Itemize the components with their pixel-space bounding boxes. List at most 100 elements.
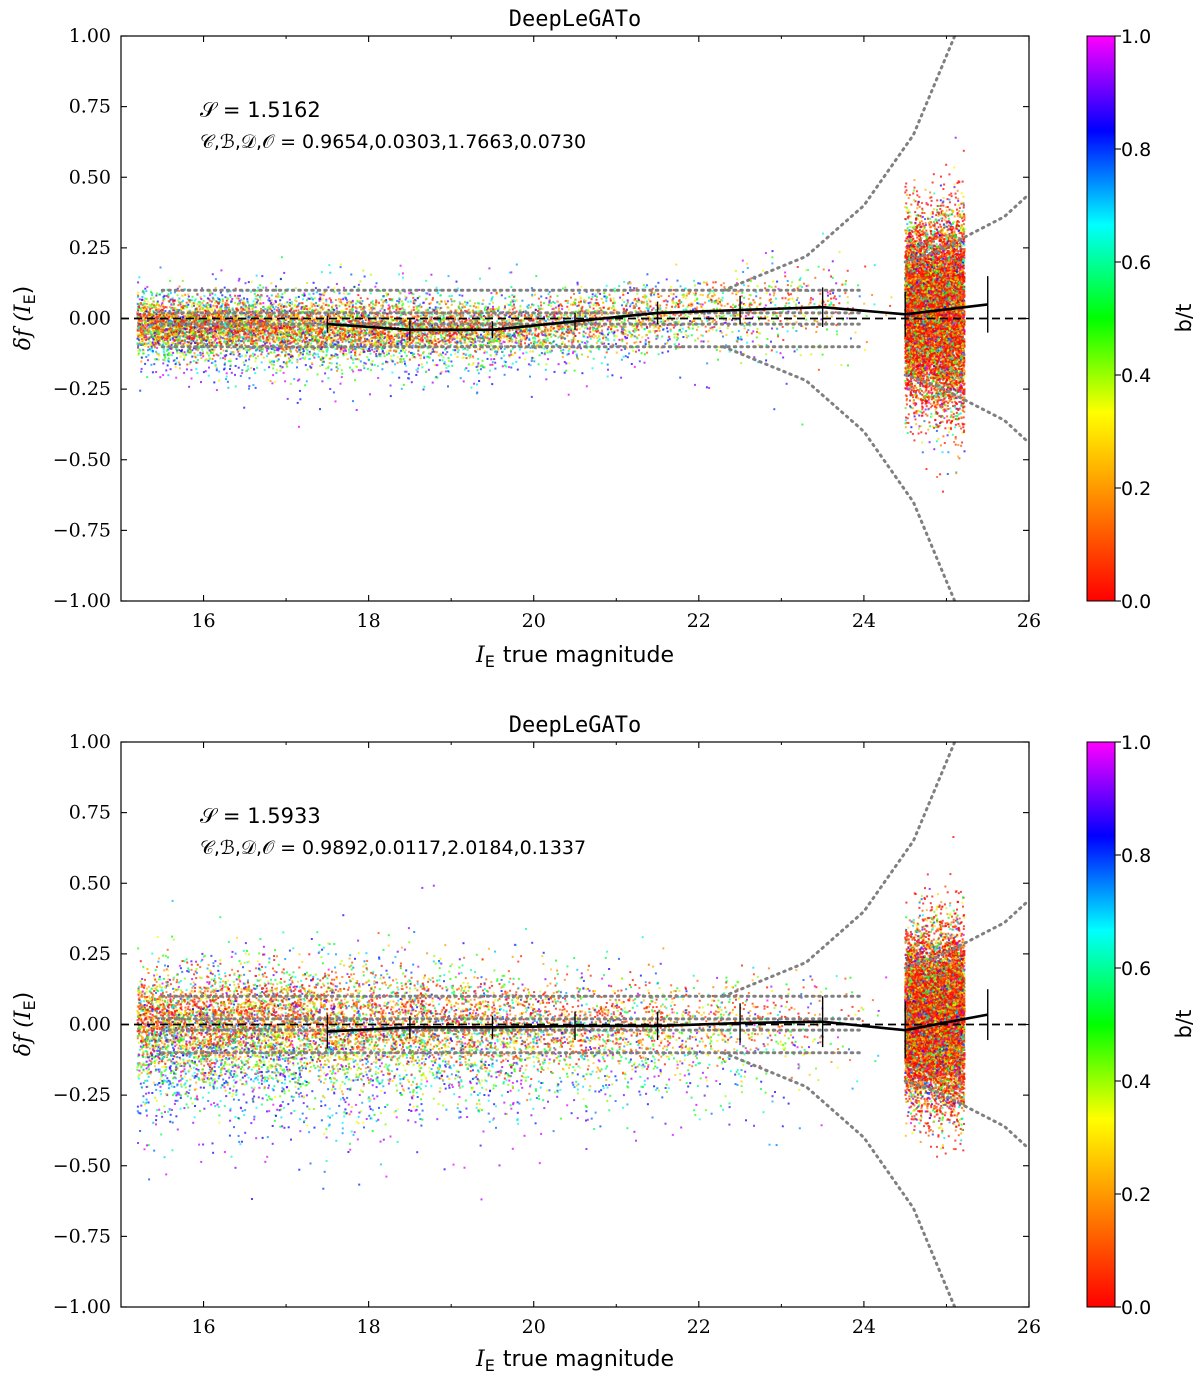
scatter-point — [646, 273, 649, 276]
scatter-point — [665, 306, 668, 309]
scatter-point — [319, 330, 322, 333]
scatter-point — [313, 348, 316, 351]
scatter-point — [396, 300, 399, 302]
scatter-point — [195, 361, 198, 364]
scatter-point — [646, 284, 648, 287]
scatter-point — [463, 323, 466, 326]
scatter-point — [373, 329, 376, 332]
scatter-point — [156, 300, 159, 303]
scatter-point — [305, 347, 308, 350]
scatter-point — [146, 376, 149, 379]
scatter-point — [696, 328, 698, 331]
scatter-point — [452, 349, 455, 351]
scatter-point — [532, 337, 534, 340]
scatter-point — [737, 330, 740, 333]
scatter-point — [176, 287, 179, 290]
scatter-point — [215, 389, 218, 392]
scatter-point — [358, 300, 361, 302]
scatter-point — [566, 316, 569, 318]
scatter-point — [387, 344, 390, 347]
scatter-point — [336, 344, 339, 347]
scatter-point — [206, 315, 209, 318]
scatter-point — [528, 339, 531, 341]
scatter-point — [772, 294, 775, 297]
scatter-point — [399, 311, 402, 314]
scatter-point — [137, 353, 140, 356]
scatter-point — [385, 362, 388, 364]
scatter-point — [214, 329, 217, 332]
scatter-point — [408, 327, 411, 329]
scatter-point — [355, 365, 358, 368]
scatter-point — [471, 337, 473, 339]
scatter-point — [256, 327, 259, 330]
scatter-point — [290, 301, 293, 304]
scatter-point — [608, 293, 611, 296]
scatter-point — [606, 363, 609, 366]
scatter-point — [445, 347, 448, 350]
scatter-point — [285, 341, 288, 344]
scatter-point — [311, 315, 313, 317]
scatter-point — [846, 317, 849, 320]
scatter-point — [725, 344, 727, 347]
scatter-point — [305, 305, 308, 308]
scatter-point — [666, 314, 669, 317]
scatter-point — [576, 314, 579, 317]
scatter-point — [567, 349, 570, 352]
scatter-point — [399, 360, 402, 363]
scatter-point — [653, 326, 655, 329]
scatter-point — [546, 339, 549, 342]
scatter-point — [822, 268, 825, 271]
scatter-point — [152, 300, 155, 303]
scatter-point — [603, 292, 606, 295]
scatter-point — [457, 314, 460, 317]
scatter-point — [266, 316, 269, 319]
scatter-point — [256, 289, 259, 292]
scatter-point — [338, 364, 341, 367]
scatter-point — [572, 329, 575, 332]
scatter-point — [221, 298, 224, 301]
scatter-point — [796, 297, 799, 299]
scatter-point — [227, 331, 230, 334]
scatter-point — [814, 276, 817, 279]
scatter-point — [666, 341, 669, 344]
scatter-point — [248, 308, 251, 311]
scatter-point — [477, 365, 480, 368]
scatter-point — [282, 313, 285, 316]
scatter-point — [508, 355, 511, 358]
scatter-point — [532, 342, 535, 345]
scatter-point — [490, 336, 493, 339]
scatter-point — [694, 307, 697, 310]
scatter-point — [614, 309, 617, 312]
scatter-point — [539, 307, 542, 310]
scatter-point — [505, 319, 508, 322]
scatter-point — [138, 342, 141, 345]
scatter-point — [607, 348, 610, 350]
scatter-point — [648, 319, 650, 322]
scatter-point — [467, 333, 470, 336]
scatter-point — [549, 348, 552, 351]
scatter-point — [210, 341, 213, 344]
scatter-point — [473, 314, 476, 317]
scatter-point — [332, 391, 335, 394]
scatter-point — [498, 306, 500, 309]
scatter-point — [291, 341, 294, 344]
scatter-point — [548, 333, 551, 336]
scatter-point — [191, 299, 194, 302]
scatter-point — [309, 357, 311, 360]
scatter-point — [363, 343, 366, 346]
scatter-point — [577, 314, 580, 317]
scatter-point — [266, 330, 269, 333]
scatter-point — [576, 305, 579, 307]
scatter-point — [637, 297, 640, 300]
scatter-point — [439, 372, 442, 375]
scatter-point — [375, 350, 378, 353]
scatter-point — [246, 300, 249, 303]
scatter-point — [849, 337, 852, 340]
scatter-point — [442, 336, 445, 339]
scatter-point — [561, 341, 564, 344]
scatter-point — [371, 320, 374, 323]
scatter-point — [375, 355, 378, 358]
scatter-point — [644, 296, 647, 298]
scatter-point — [276, 349, 278, 352]
scatter-point — [592, 320, 594, 323]
